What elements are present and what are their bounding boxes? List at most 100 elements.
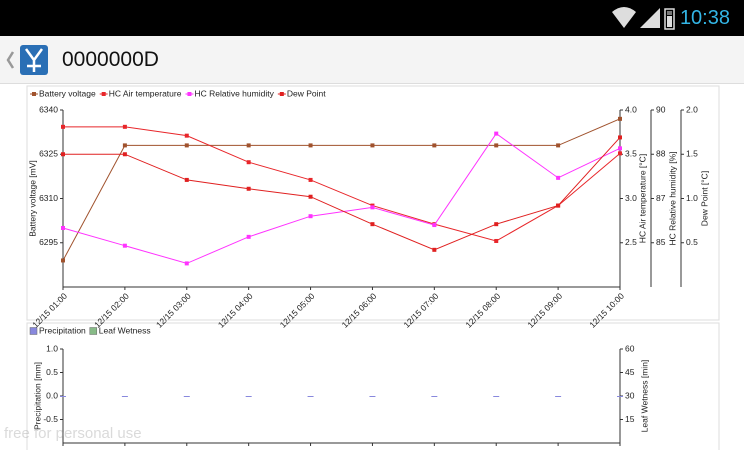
legend-swatch xyxy=(29,327,38,335)
data-point xyxy=(494,131,499,136)
y-tick-label: 0.5 xyxy=(46,367,58,377)
axis-title: HC Air temperature [°C] xyxy=(637,154,647,243)
legend-label: HC Relative humidity xyxy=(194,88,274,98)
axis-title: Dew Point [°C] xyxy=(699,171,709,226)
data-point xyxy=(494,222,499,227)
axis-title: HC Relative humidity [%] xyxy=(667,151,677,245)
y-tick-label: 3.0 xyxy=(625,193,637,203)
back-and-icon[interactable] xyxy=(0,36,60,83)
legend-label: Leaf Wetness xyxy=(99,325,151,335)
data-point xyxy=(432,247,437,252)
bar xyxy=(245,396,252,397)
bar xyxy=(431,396,438,397)
data-point xyxy=(61,152,65,157)
legend-label: HC Air temperature xyxy=(109,88,182,98)
data-point xyxy=(556,203,561,208)
data-point xyxy=(308,177,313,182)
data-point xyxy=(370,205,375,210)
data-point xyxy=(246,160,251,165)
data-point xyxy=(184,133,189,138)
data-point xyxy=(61,226,65,230)
legend-label: Dew Point xyxy=(287,88,326,98)
data-point xyxy=(61,258,65,263)
y-tick-label: 87 xyxy=(656,193,666,203)
y-tick-label: 0.0 xyxy=(46,390,58,400)
data-point xyxy=(308,194,313,199)
y-tick-label: 6340 xyxy=(39,104,58,114)
series-line xyxy=(62,118,621,261)
legend-marker xyxy=(32,92,36,96)
status-icons xyxy=(612,7,675,30)
bar xyxy=(369,396,376,397)
axis-title: Leaf Wetness [min] xyxy=(639,360,649,433)
data-point xyxy=(556,175,561,180)
bar xyxy=(617,396,623,397)
data-point xyxy=(122,152,127,157)
data-point xyxy=(184,261,189,266)
legend-marker xyxy=(101,92,106,96)
y-tick-label: 2.0 xyxy=(686,104,698,114)
legend-label: Battery voltage xyxy=(39,88,96,98)
series-line xyxy=(62,132,621,264)
y-tick-label: -0.5 xyxy=(43,414,58,424)
y-tick-label: 60 xyxy=(625,343,635,353)
y-tick-label: 6295 xyxy=(39,237,58,247)
series-line xyxy=(63,126,621,242)
data-point xyxy=(370,143,375,148)
chart-frame xyxy=(26,322,720,450)
bar xyxy=(60,396,66,397)
data-point xyxy=(618,116,622,121)
y-tick-label: 30 xyxy=(625,390,635,400)
data-point xyxy=(184,143,189,148)
data-point xyxy=(308,143,313,148)
y-tick-label: 3.5 xyxy=(625,149,637,159)
data-point xyxy=(432,223,437,228)
clock: 10:38 xyxy=(679,7,730,29)
legend-swatch xyxy=(89,327,98,335)
y-tick-label: 1.5 xyxy=(686,149,698,159)
data-point xyxy=(308,214,313,219)
app-title: 0000000D xyxy=(62,48,159,71)
bar xyxy=(307,396,314,397)
data-point xyxy=(246,186,251,191)
data-point xyxy=(122,124,127,129)
data-point xyxy=(246,143,251,148)
y-tick-label: 88 xyxy=(656,149,666,159)
bar xyxy=(555,396,562,397)
data-point xyxy=(618,135,622,140)
data-point xyxy=(618,151,622,156)
legend-marker xyxy=(279,92,284,96)
status-bar: 10:38 xyxy=(0,0,744,36)
y-tick-label: 6310 xyxy=(39,193,58,203)
y-tick-label: 1.0 xyxy=(46,343,58,353)
app-bar: 0000000D xyxy=(0,36,744,84)
data-point xyxy=(618,146,622,151)
y-tick-label: 6325 xyxy=(39,149,58,159)
data-point xyxy=(122,243,127,248)
data-point xyxy=(184,177,189,182)
y-tick-label: 0.5 xyxy=(686,237,698,247)
data-point xyxy=(494,143,499,148)
series-line xyxy=(63,137,621,251)
y-tick-label: 85 xyxy=(656,237,666,247)
data-point xyxy=(246,234,251,239)
y-tick-label: 1.0 xyxy=(686,193,698,203)
y-tick-label: 2.5 xyxy=(625,237,637,247)
y-tick-label: 45 xyxy=(625,367,635,377)
data-point xyxy=(432,143,437,148)
y-tick-label: 4.0 xyxy=(625,104,637,114)
axis-title: Precipitation [mm] xyxy=(32,362,42,430)
data-point xyxy=(556,143,561,148)
data-point xyxy=(370,222,375,227)
bar xyxy=(493,396,500,397)
y-tick-label: 90 xyxy=(656,104,666,114)
data-point xyxy=(61,124,65,129)
y-tick-label: 15 xyxy=(625,414,635,424)
legend-marker xyxy=(187,92,192,96)
bar xyxy=(121,396,128,397)
data-point xyxy=(122,143,127,148)
axis-title: Battery voltage [mV] xyxy=(27,160,37,237)
watermark: free for personal use xyxy=(4,425,142,442)
